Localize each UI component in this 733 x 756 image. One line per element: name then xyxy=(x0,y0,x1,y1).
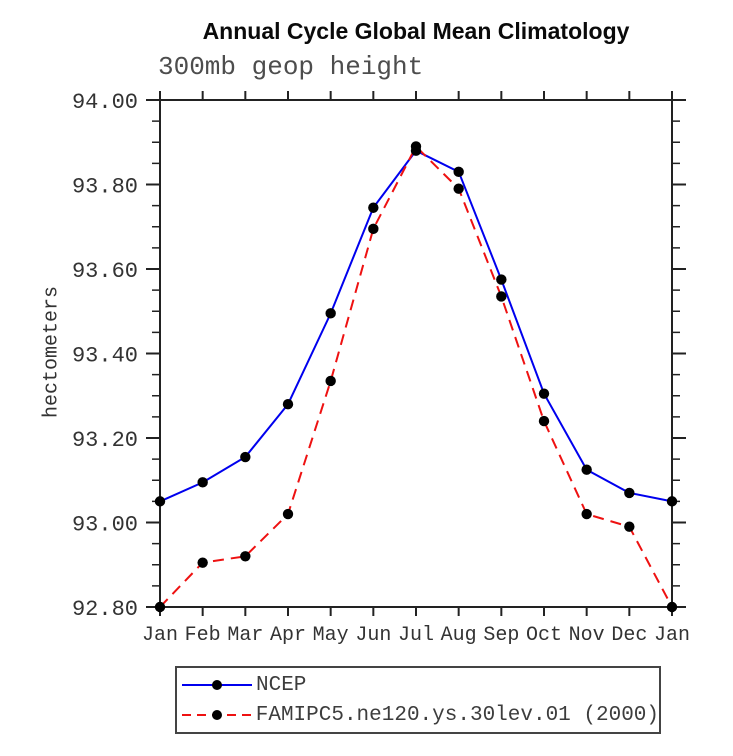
y-tick-label: 93.80 xyxy=(72,175,138,200)
x-tick-label: Jul xyxy=(398,624,434,647)
data-point-marker xyxy=(410,141,422,152)
series-line-model xyxy=(159,144,673,608)
legend-line-sample-dashed xyxy=(182,710,252,720)
data-point-marker xyxy=(496,274,507,285)
data-point-marker xyxy=(368,223,379,235)
x-tick-label: May xyxy=(313,624,349,647)
data-point-marker xyxy=(240,551,251,562)
y-tick-label: 93.40 xyxy=(72,344,138,369)
series-line-obs xyxy=(159,149,673,503)
data-point-marker xyxy=(325,375,336,387)
data-point-marker xyxy=(282,508,294,520)
x-tick-label: Sep xyxy=(483,624,519,647)
chart-title: Annual Cycle Global Mean Climatology xyxy=(202,18,630,44)
x-tick-label: Jan xyxy=(142,624,178,647)
x-tick-label: Apr xyxy=(270,624,306,647)
x-tick-label: Aug xyxy=(441,624,477,647)
x-tick-label: Dec xyxy=(611,624,647,647)
data-point-marker xyxy=(197,557,208,568)
y-tick-label: 93.20 xyxy=(72,428,138,453)
legend-row-famipc5: FAMIPC5.ne120.ys.30lev.01 (2000) xyxy=(180,702,659,728)
data-point-marker xyxy=(453,183,464,194)
data-point-marker xyxy=(282,399,294,410)
data-point-marker xyxy=(624,521,635,532)
data-point-marker xyxy=(154,601,166,613)
data-point-marker xyxy=(581,508,592,520)
data-point-marker xyxy=(368,202,379,213)
legend-label-famipc5: FAMIPC5.ne120.ys.30lev.01 (2000) xyxy=(255,703,659,727)
y-tick-label: 92.80 xyxy=(72,597,138,622)
data-point-marker xyxy=(666,496,678,507)
legend-label-ncep: NCEP xyxy=(256,673,307,697)
x-tick-label: Jan xyxy=(654,624,690,647)
x-tick-label: Jun xyxy=(355,624,391,647)
y-tick-label: 93.00 xyxy=(72,513,138,538)
data-point-marker xyxy=(325,308,336,319)
data-point-marker xyxy=(624,487,635,499)
chart-subtitle: 300mb geop height xyxy=(158,52,424,82)
x-tick-label: Mar xyxy=(227,624,263,647)
x-tick-label: Nov xyxy=(569,624,605,647)
legend-box: NCEP FAMIPC5.ne120.ys.30lev.01 (2000) xyxy=(175,666,661,734)
legend-row-ncep: NCEP xyxy=(180,672,659,698)
data-point-marker xyxy=(453,166,464,178)
data-point-marker xyxy=(240,451,251,463)
data-point-marker xyxy=(538,415,550,427)
x-tick-label: Feb xyxy=(185,624,221,647)
legend-line-sample-solid xyxy=(182,680,252,690)
data-point-marker xyxy=(581,464,592,475)
data-point-marker xyxy=(496,291,507,302)
x-tick-label: Oct xyxy=(526,624,562,647)
data-point-marker xyxy=(154,496,166,507)
data-point-marker xyxy=(666,601,678,613)
y-tick-label: 93.60 xyxy=(72,259,138,284)
data-point-marker xyxy=(197,477,208,488)
y-tick-label: 94.00 xyxy=(72,90,138,115)
data-point-marker xyxy=(538,388,550,399)
